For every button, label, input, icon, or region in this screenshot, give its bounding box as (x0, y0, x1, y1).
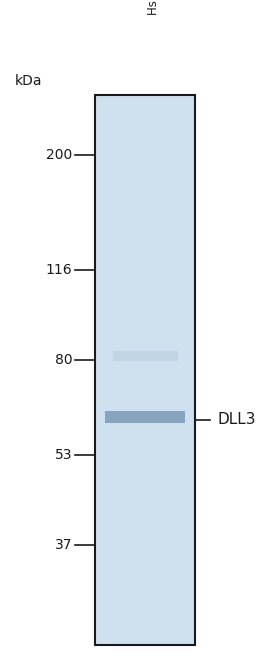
Text: DLL3: DLL3 (218, 413, 256, 427)
Bar (113, 350, 178, 360)
Text: 37: 37 (55, 538, 72, 552)
Text: 116: 116 (46, 263, 72, 277)
Bar (105, 411, 185, 423)
Text: 200: 200 (46, 148, 72, 162)
Text: 80: 80 (55, 353, 72, 367)
Text: Hs 294T: Hs 294T (147, 0, 160, 15)
Bar (95, 95, 195, 645)
Text: 53: 53 (55, 448, 72, 462)
Text: kDa: kDa (14, 74, 42, 88)
